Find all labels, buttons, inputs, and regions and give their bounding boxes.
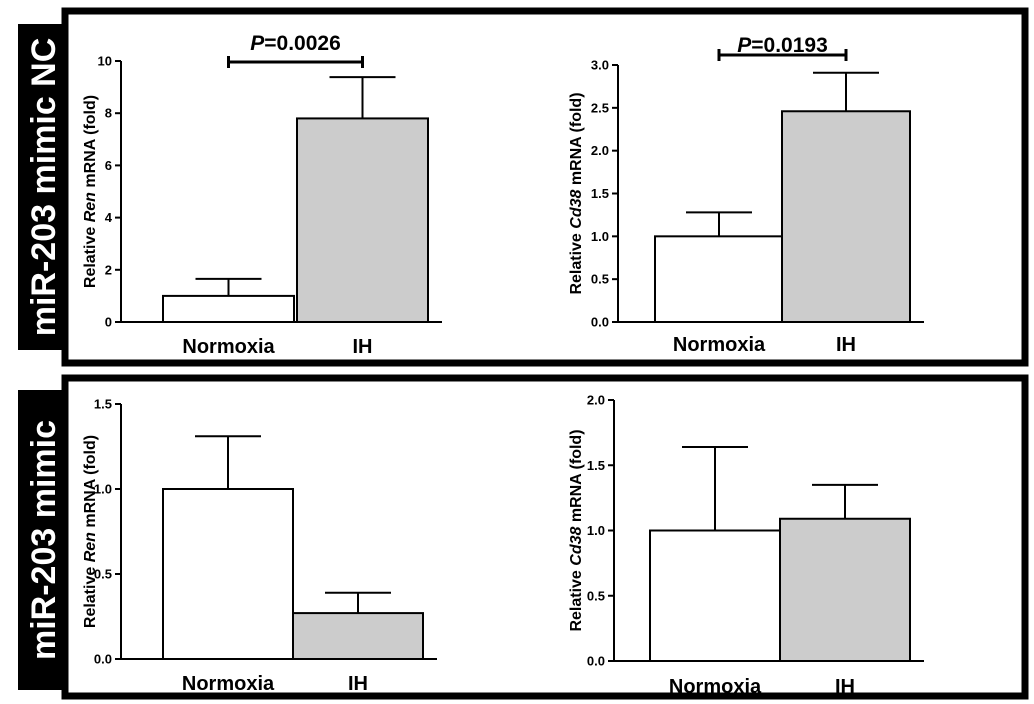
y-tick-label: 1.0 [587, 523, 605, 538]
y-axis-label-gene: Cd38 [568, 527, 585, 566]
bottom-row-label-bg [18, 390, 68, 690]
y-tick-label: 1.0 [94, 482, 112, 497]
y-tick-label: 6 [105, 158, 112, 173]
p-value-letter: P [250, 32, 265, 55]
y-tick-label: 2.0 [587, 393, 605, 408]
p-value-number: =0.0026 [264, 32, 341, 55]
category-label: Normoxia [182, 336, 275, 358]
y-tick-label: 1.5 [587, 458, 605, 473]
bottom-row-label: miR-203 mimic [25, 420, 63, 660]
chart-cd38-mimic: 0.0 0.5 1.0 1.5 2.0 Normoxia IH Relative Cd38 m… [568, 393, 924, 698]
category-label: IH [353, 336, 373, 358]
chart-ren-mimic-nc: 0 2 4 6 8 10 Normoxia IH Relative Ren mRNA (fold… [82, 32, 442, 358]
y-axis-label: Relative Ren mRNA (fold) [82, 95, 99, 288]
bar-ih [781, 110, 911, 324]
bar-normoxia [162, 488, 294, 660]
category-label: Normoxia [673, 334, 766, 356]
y-axis-label: Relative Ren mRNA (fold) [82, 435, 99, 628]
p-value-number: =0.0193 [751, 34, 828, 57]
y-tick-label: 1.0 [591, 229, 609, 244]
bar-normoxia [649, 529, 781, 662]
bar-ih [296, 117, 429, 323]
y-tick-label: 0.0 [94, 652, 112, 667]
y-axis-label-suffix: mRNA (fold) [82, 95, 99, 192]
y-tick-label: 1.5 [591, 186, 609, 201]
y-tick-label: 10 [98, 54, 112, 69]
y-axis-label-suffix: mRNA (fold) [82, 435, 99, 532]
category-label: Normoxia [669, 676, 762, 698]
y-axis-label: Relative Cd38 mRNA (fold) [568, 429, 585, 631]
y-axis-label-prefix: Relative [82, 562, 99, 628]
chart-ren-mimic: 0.0 0.5 1.0 1.5 Normoxia IH Relative Ren mRNA … [82, 397, 437, 695]
bar-ih [779, 517, 911, 662]
y-axis-label-prefix: Relative [82, 222, 99, 288]
bar-normoxia [162, 294, 295, 323]
y-tick-label: 0.5 [94, 567, 112, 582]
y-axis-label-suffix: mRNA (fold) [568, 429, 585, 526]
p-value-label: P=0.0026 [250, 32, 341, 55]
bar-ih [292, 612, 424, 660]
top-row-label-bg [18, 24, 68, 350]
y-axis-label-prefix: Relative [568, 566, 585, 632]
y-tick-label: 4 [105, 210, 113, 225]
p-value-label: P=0.0193 [737, 34, 828, 57]
p-value-letter: P [737, 34, 752, 57]
y-tick-label: 2.5 [591, 100, 609, 115]
y-tick-label: 3.0 [591, 58, 609, 73]
y-tick-label: 8 [105, 106, 112, 121]
category-label: IH [835, 676, 855, 698]
category-label: IH [348, 673, 368, 695]
category-label: IH [836, 334, 856, 356]
y-axis-label-gene: Cd38 [568, 190, 585, 229]
bar-normoxia [654, 235, 784, 323]
y-tick-label: 0.0 [591, 315, 609, 330]
top-row-label: miR-203 mimic NC [25, 38, 63, 337]
y-tick-label: 2.0 [591, 143, 609, 158]
y-tick-label: 0.0 [587, 654, 605, 669]
y-tick-label: 1.5 [94, 397, 112, 412]
y-axis-label: Relative Cd38 mRNA (fold) [568, 92, 585, 294]
y-axis-label-gene: Ren [82, 532, 99, 562]
y-tick-label: 2 [105, 262, 112, 277]
y-axis-label-gene: Ren [82, 192, 99, 222]
y-tick-label: 0.5 [587, 588, 605, 603]
category-label: Normoxia [182, 673, 275, 695]
chart-cd38-mimic-nc: 0.0 0.5 1.0 1.5 2.0 2.5 3.0 Normoxia IH Relative … [568, 34, 924, 356]
y-axis-label-suffix: mRNA (fold) [568, 92, 585, 189]
y-tick-label: 0 [105, 315, 112, 330]
y-tick-label: 0.5 [591, 272, 609, 287]
y-axis-label-prefix: Relative [568, 229, 585, 295]
